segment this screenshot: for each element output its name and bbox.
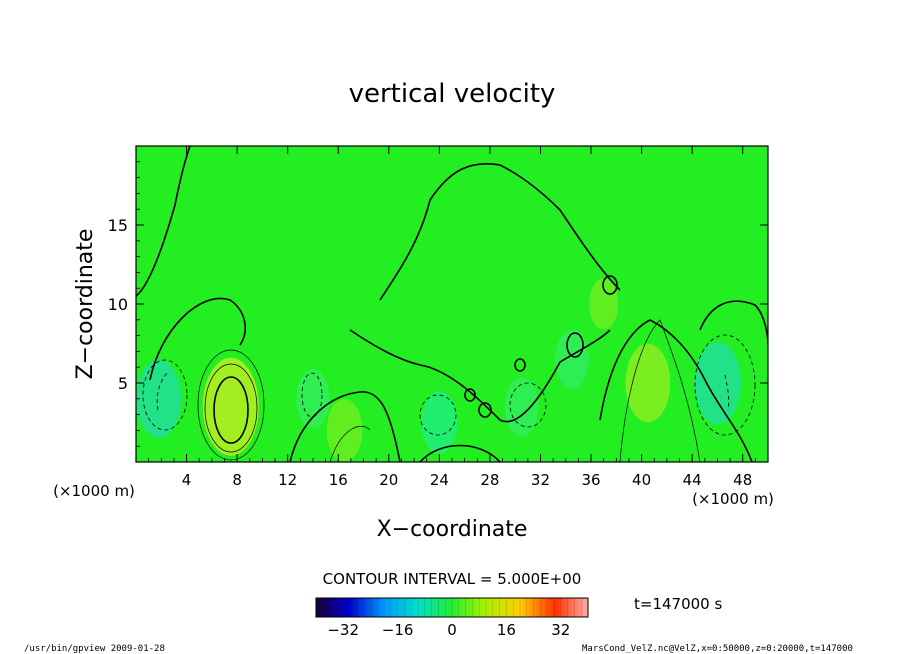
- feature-downdraft: [504, 377, 539, 437]
- footer-right: MarsCond_VelZ.nc@VelZ,x=0:50000,z=0:2000…: [582, 644, 853, 654]
- time-label: t=147000 s: [634, 595, 722, 613]
- contour-lines-thin: [197, 319, 701, 462]
- x-tick-label: 48: [733, 471, 752, 489]
- feature-updraft: [326, 399, 363, 462]
- contour-blob-3: [514, 358, 526, 372]
- contour-zero-ridge: [379, 163, 621, 301]
- contour-zero-upper-left: [136, 146, 191, 297]
- feature-downdraft: [296, 369, 330, 429]
- x-tick-label: 12: [278, 471, 297, 489]
- x-tick-label: 36: [581, 471, 600, 489]
- y-axis: 5 10 15: [108, 161, 768, 447]
- contour-lines: [136, 146, 768, 462]
- y-tick-label: 15: [108, 216, 128, 235]
- contour-zero-core: [349, 329, 611, 423]
- y-tick-label: 5: [118, 374, 128, 393]
- colorbar-tick-label: 16: [497, 621, 516, 639]
- contour-blob-4: [566, 332, 584, 358]
- x-tick-label: 24: [430, 471, 449, 489]
- contour-zero-lower-center: [419, 444, 501, 462]
- x-tick-label: 40: [632, 471, 651, 489]
- feature-updraft: [589, 278, 619, 330]
- contour-thin-right-updraft: [619, 319, 701, 462]
- contour-blob-5: [602, 275, 618, 295]
- colorbar-tick-label: −16: [382, 621, 414, 639]
- x-tick-label: 28: [480, 471, 499, 489]
- colorbar: [315, 597, 589, 618]
- x-unit-label-right: (×1000 m): [692, 490, 774, 508]
- contour-dashed-right: [694, 334, 756, 436]
- feature-updraft: [625, 343, 671, 423]
- x-tick-label: 8: [232, 471, 242, 489]
- contour-dashed-right-inner: [724, 374, 730, 411]
- contour-zero-right-lower: [599, 319, 753, 462]
- x-tick-label: 16: [329, 471, 348, 489]
- contour-thin-updraft-outer: [197, 349, 265, 461]
- colorbar-ticks: −32 −16 0 16 32: [327, 621, 570, 639]
- contour-updraft-core: [213, 376, 249, 444]
- feature-downdraft: [555, 329, 589, 389]
- contour-lines-dashed: [142, 334, 756, 436]
- plot-area: [136, 146, 768, 462]
- feature-downdraft: [136, 359, 182, 438]
- contour-zero-mid-hill: [289, 391, 401, 462]
- colorbar-tick-label: 32: [551, 621, 570, 639]
- contour-zero-updraft-left: [149, 297, 246, 381]
- x-tick-label: 4: [182, 471, 192, 489]
- contour-interval-label: CONTOUR INTERVAL = 5.000E+00: [323, 570, 582, 588]
- contour-blob-1: [464, 388, 476, 402]
- x-axis: 4 8 12 16 20 24 28 32 36 40 44 48: [148, 146, 756, 489]
- feature-downdraft: [693, 341, 741, 425]
- y-tick-label: 10: [108, 295, 128, 314]
- footer-left: /usr/bin/gpview 2009-01-28: [24, 644, 165, 654]
- contour-dashed-mid-left: [301, 372, 323, 418]
- contour-dashed-left-inner: [156, 371, 169, 411]
- x-unit-label-left: (×1000 m): [53, 482, 135, 500]
- contour-dashed-center: [419, 394, 457, 436]
- x-tick-label: 32: [531, 471, 550, 489]
- colorbar-stripes: [315, 598, 589, 617]
- contour-dashed-left-outer: [142, 359, 188, 431]
- contour-dashed-right-center: [509, 382, 547, 428]
- contour-thin-updraft-mid: [204, 363, 258, 453]
- colorbar-tick-label: 0: [447, 621, 457, 639]
- chart-title: vertical velocity: [349, 79, 556, 109]
- colorbar-tick-label: −32: [327, 621, 359, 639]
- x-tick-label: 20: [379, 471, 398, 489]
- y-axis-label: Z−coordinate: [73, 229, 98, 380]
- contour-blob-2: [478, 402, 492, 418]
- contour-zero-right: [699, 300, 768, 346]
- feature-updraft: [202, 357, 259, 456]
- contour-thin-mid: [329, 425, 371, 462]
- feature-downdraft: [421, 391, 458, 454]
- x-tick-label: 44: [683, 471, 702, 489]
- x-axis-label: X−coordinate: [377, 517, 528, 542]
